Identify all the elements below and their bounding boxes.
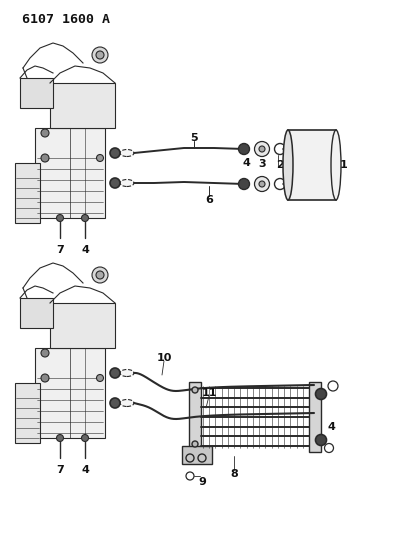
Polygon shape xyxy=(50,303,115,348)
Text: 6107 1600 A: 6107 1600 A xyxy=(22,13,110,26)
Text: 7: 7 xyxy=(56,465,64,475)
Ellipse shape xyxy=(282,130,292,200)
Circle shape xyxy=(254,141,269,157)
Text: 11: 11 xyxy=(201,388,216,398)
Ellipse shape xyxy=(330,130,340,200)
Circle shape xyxy=(258,181,264,187)
Polygon shape xyxy=(15,163,40,223)
Circle shape xyxy=(92,267,108,283)
Circle shape xyxy=(96,51,104,59)
Circle shape xyxy=(41,129,49,137)
Circle shape xyxy=(191,441,198,447)
Circle shape xyxy=(315,434,326,446)
Text: 4: 4 xyxy=(241,158,249,168)
Circle shape xyxy=(238,179,249,190)
Polygon shape xyxy=(50,83,115,128)
Circle shape xyxy=(254,176,269,191)
Text: 10: 10 xyxy=(156,353,171,363)
Bar xyxy=(308,382,320,452)
Text: 8: 8 xyxy=(229,469,237,479)
Ellipse shape xyxy=(120,369,134,376)
Circle shape xyxy=(110,398,120,408)
Text: 3: 3 xyxy=(258,159,265,169)
Polygon shape xyxy=(15,383,40,443)
Circle shape xyxy=(110,178,120,188)
Bar xyxy=(182,446,211,464)
Polygon shape xyxy=(20,78,53,108)
Text: 4: 4 xyxy=(81,465,89,475)
Text: 4: 4 xyxy=(326,422,334,432)
Ellipse shape xyxy=(120,400,134,407)
Circle shape xyxy=(92,47,108,63)
Text: 6: 6 xyxy=(204,195,212,205)
Circle shape xyxy=(191,387,198,393)
Circle shape xyxy=(41,154,49,162)
Circle shape xyxy=(81,434,88,441)
Circle shape xyxy=(81,214,88,222)
Polygon shape xyxy=(20,298,53,328)
Circle shape xyxy=(56,214,63,222)
Circle shape xyxy=(96,155,103,161)
Circle shape xyxy=(315,389,326,400)
Ellipse shape xyxy=(120,180,134,187)
Text: 1: 1 xyxy=(339,160,347,170)
Circle shape xyxy=(41,374,49,382)
Ellipse shape xyxy=(120,149,134,157)
Circle shape xyxy=(258,146,264,152)
Bar xyxy=(287,130,335,200)
Polygon shape xyxy=(35,128,105,218)
Circle shape xyxy=(110,148,120,158)
Circle shape xyxy=(96,271,104,279)
Circle shape xyxy=(96,375,103,382)
Polygon shape xyxy=(35,348,105,438)
Text: 9: 9 xyxy=(198,477,205,487)
Text: 4: 4 xyxy=(81,245,89,255)
Circle shape xyxy=(110,368,120,378)
Circle shape xyxy=(56,434,63,441)
Text: 5: 5 xyxy=(190,133,197,143)
Text: 2: 2 xyxy=(275,160,283,170)
Circle shape xyxy=(238,143,249,155)
Text: 7: 7 xyxy=(56,245,64,255)
Circle shape xyxy=(41,349,49,357)
Bar xyxy=(189,382,200,452)
